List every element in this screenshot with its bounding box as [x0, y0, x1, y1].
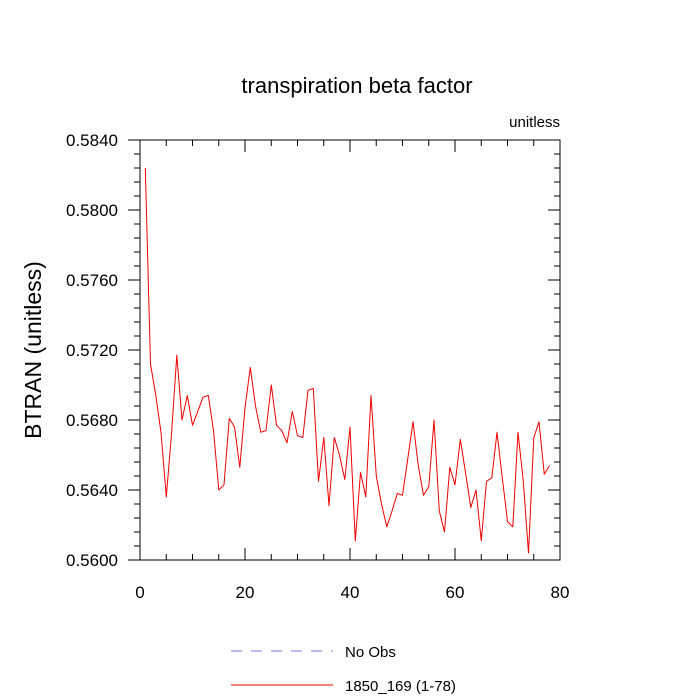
- y-tick-label: 0.5760: [66, 271, 118, 290]
- y-tick-label: 0.5680: [66, 411, 118, 430]
- tick-labels: 0 20 40 60 80 0.5600 0.5640 0.5680 0.5720 0.5760 0…: [66, 131, 569, 602]
- y-axis-label: BTRAN (unitless): [20, 261, 46, 439]
- x-tick-label: 0: [135, 583, 144, 602]
- x-tick-label: 60: [446, 583, 465, 602]
- chart-title: transpiration beta factor: [241, 73, 472, 98]
- y-tick-label: 0.5640: [66, 481, 118, 500]
- legend-label: 1850_169 (1-78): [345, 678, 456, 695]
- legend-label: No Obs: [345, 644, 396, 661]
- units-label: unitless: [509, 114, 560, 131]
- plot-frame: [139, 139, 561, 561]
- y-tick-label: 0.5600: [66, 551, 118, 570]
- x-tick-label: 80: [551, 583, 570, 602]
- y-tick-label: 0.5840: [66, 131, 118, 150]
- series-line: [144, 167, 550, 554]
- legend: No Obs 1850_169 (1-78): [231, 644, 456, 695]
- x-tick-label: 40: [341, 583, 360, 602]
- series-group: [144, 167, 550, 554]
- y-tick-label: 0.5720: [66, 341, 118, 360]
- axis-ticks: [128, 139, 561, 561]
- y-tick-label: 0.5800: [66, 201, 118, 220]
- x-tick-label: 20: [236, 583, 255, 602]
